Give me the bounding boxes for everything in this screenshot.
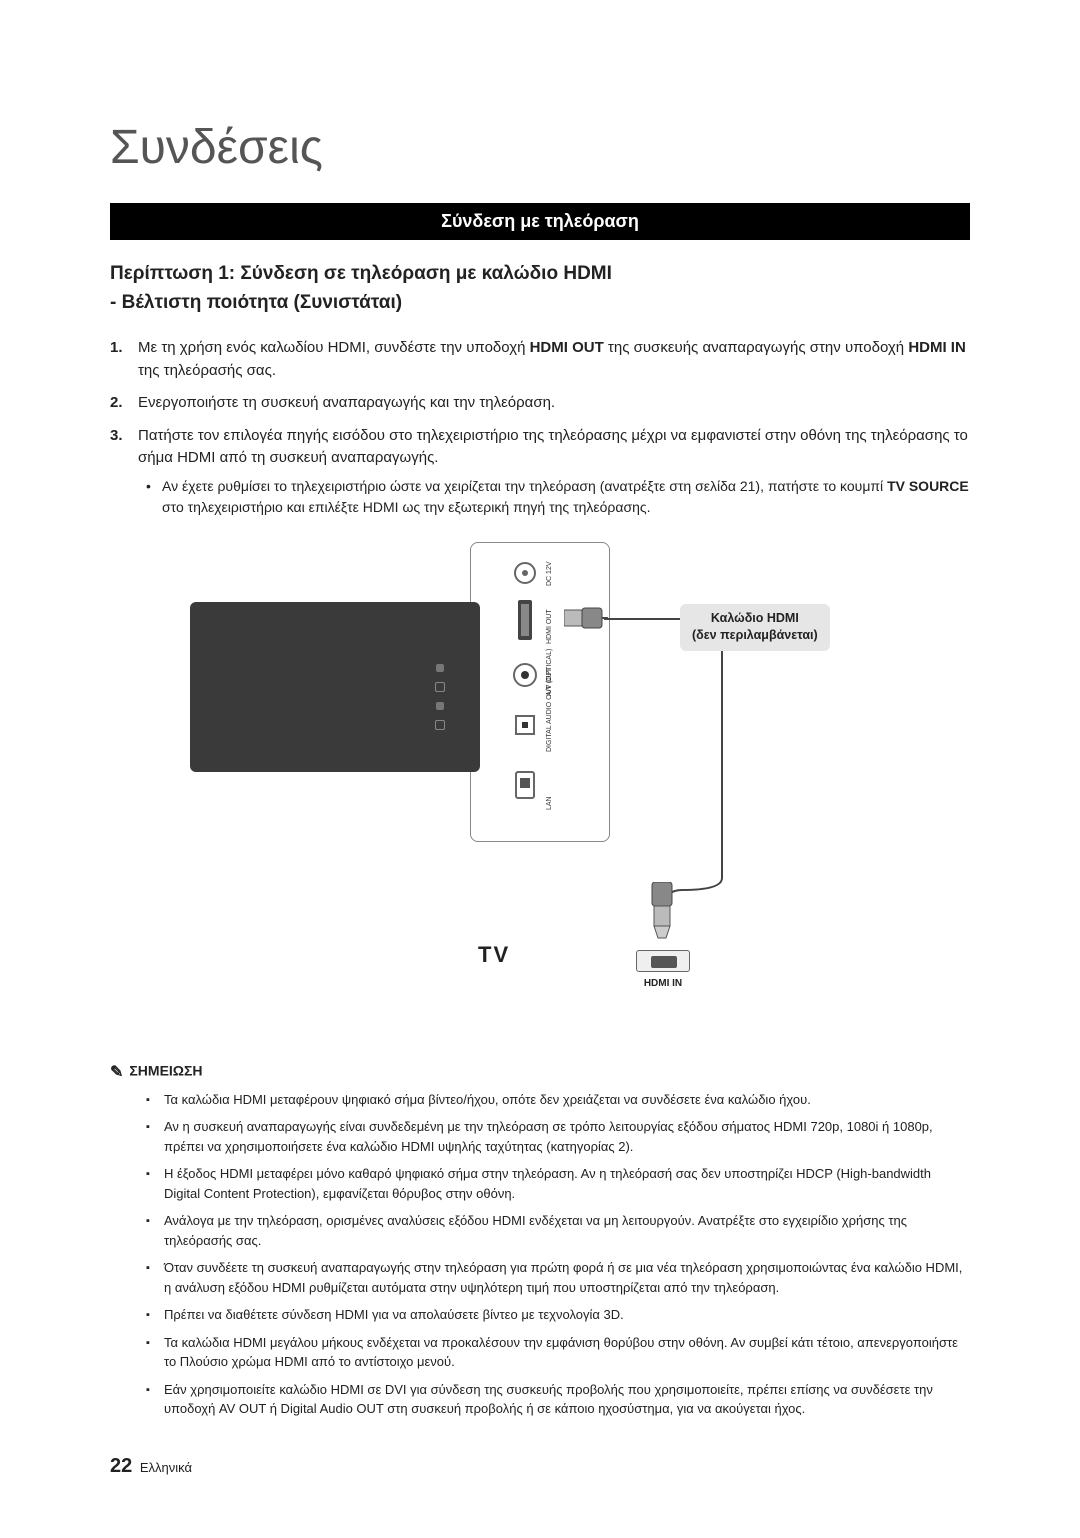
device-panel	[470, 542, 610, 842]
tv-label: TV	[478, 942, 510, 968]
port-digital-audio	[512, 712, 538, 738]
step-3-sub-1: Αν έχετε ρυθμίσει το τηλεχειριστήριο ώστ…	[146, 476, 970, 518]
step-1: Με τη χρήση ενός καλωδίου HDMI, συνδέστε…	[110, 337, 970, 382]
port-av-out	[512, 662, 538, 688]
hdmi-in-port-icon	[636, 950, 690, 972]
port-dc	[512, 560, 538, 586]
page-footer: 22 Ελληνικά	[110, 1455, 970, 1478]
port-lan	[512, 770, 538, 800]
section-bar: Σύνδεση με τηλεόραση	[110, 203, 970, 240]
hdmi-plug-bottom-icon	[644, 882, 680, 947]
case-heading-line2: - Βέλτιστη ποιότητα (Συνιστάται)	[110, 292, 402, 313]
page-title: Συνδέσεις	[110, 120, 970, 175]
note-item: Αν η συσκευή αναπαραγωγής είναι συνδεδεμ…	[146, 1117, 970, 1156]
connection-diagram: DC 12V HDMI OUT A/V OUT DIGITAL AUDIO OU…	[160, 542, 920, 1042]
note-item: Εάν χρησιμοποιείτε καλώδιο HDMI σε DVI γ…	[146, 1380, 970, 1419]
label-lan: LAN	[546, 796, 553, 810]
step-3: Πατήστε τον επιλογέα πηγής εισόδου στο τ…	[110, 425, 970, 518]
note-heading: ✎ΣΗΜΕΙΩΣΗ	[110, 1062, 970, 1082]
case-heading-line1: Περίπτωση 1: Σύνδεση σε τηλεόραση με καλ…	[110, 263, 612, 284]
page-language: Ελληνικά	[140, 1460, 192, 1475]
note-item: Όταν συνδέετε τη συσκευή αναπαραγωγής στ…	[146, 1258, 970, 1297]
cable-note: Καλώδιο HDMI (δεν περιλαμβάνεται)	[680, 604, 830, 651]
hdmi-in-label: HDMI IN	[636, 978, 690, 989]
note-item: Τα καλώδια HDMI μεγάλου μήκους ενδέχεται…	[146, 1333, 970, 1372]
note-item: Πρέπει να διαθέτετε σύνδεση HDMI για να …	[146, 1305, 970, 1325]
step-2: Ενεργοποιήστε τη συσκευή αναπαραγωγής κα…	[110, 392, 970, 415]
steps-list: Με τη χρήση ενός καλωδίου HDMI, συνδέστε…	[110, 337, 970, 518]
step-3-sub: Αν έχετε ρυθμίσει το τηλεχειριστήριο ώστ…	[138, 476, 970, 518]
label-audio: DIGITAL AUDIO OUT (OPTICAL)	[546, 648, 553, 751]
case-heading: Περίπτωση 1: Σύνδεση σε τηλεόραση με καλ…	[110, 260, 970, 317]
note-item: Η έξοδος HDMI μεταφέρει μόνο καθαρό ψηφι…	[146, 1164, 970, 1203]
note-item: Τα καλώδια HDMI μεταφέρουν ψηφιακό σήμα …	[146, 1090, 970, 1110]
label-hdmi: HDMI OUT	[546, 609, 553, 644]
tv-back-illustration	[190, 602, 480, 772]
hdmi-plug-top-icon	[564, 604, 608, 637]
notes-list: Τα καλώδια HDMI μεταφέρουν ψηφιακό σήμα …	[110, 1090, 970, 1419]
note-icon: ✎	[110, 1062, 123, 1082]
page-number: 22	[110, 1455, 132, 1477]
label-dc: DC 12V	[546, 561, 553, 586]
port-hdmi-out	[512, 598, 538, 642]
note-item: Ανάλογα με την τηλεόραση, ορισμένες αναλ…	[146, 1211, 970, 1250]
